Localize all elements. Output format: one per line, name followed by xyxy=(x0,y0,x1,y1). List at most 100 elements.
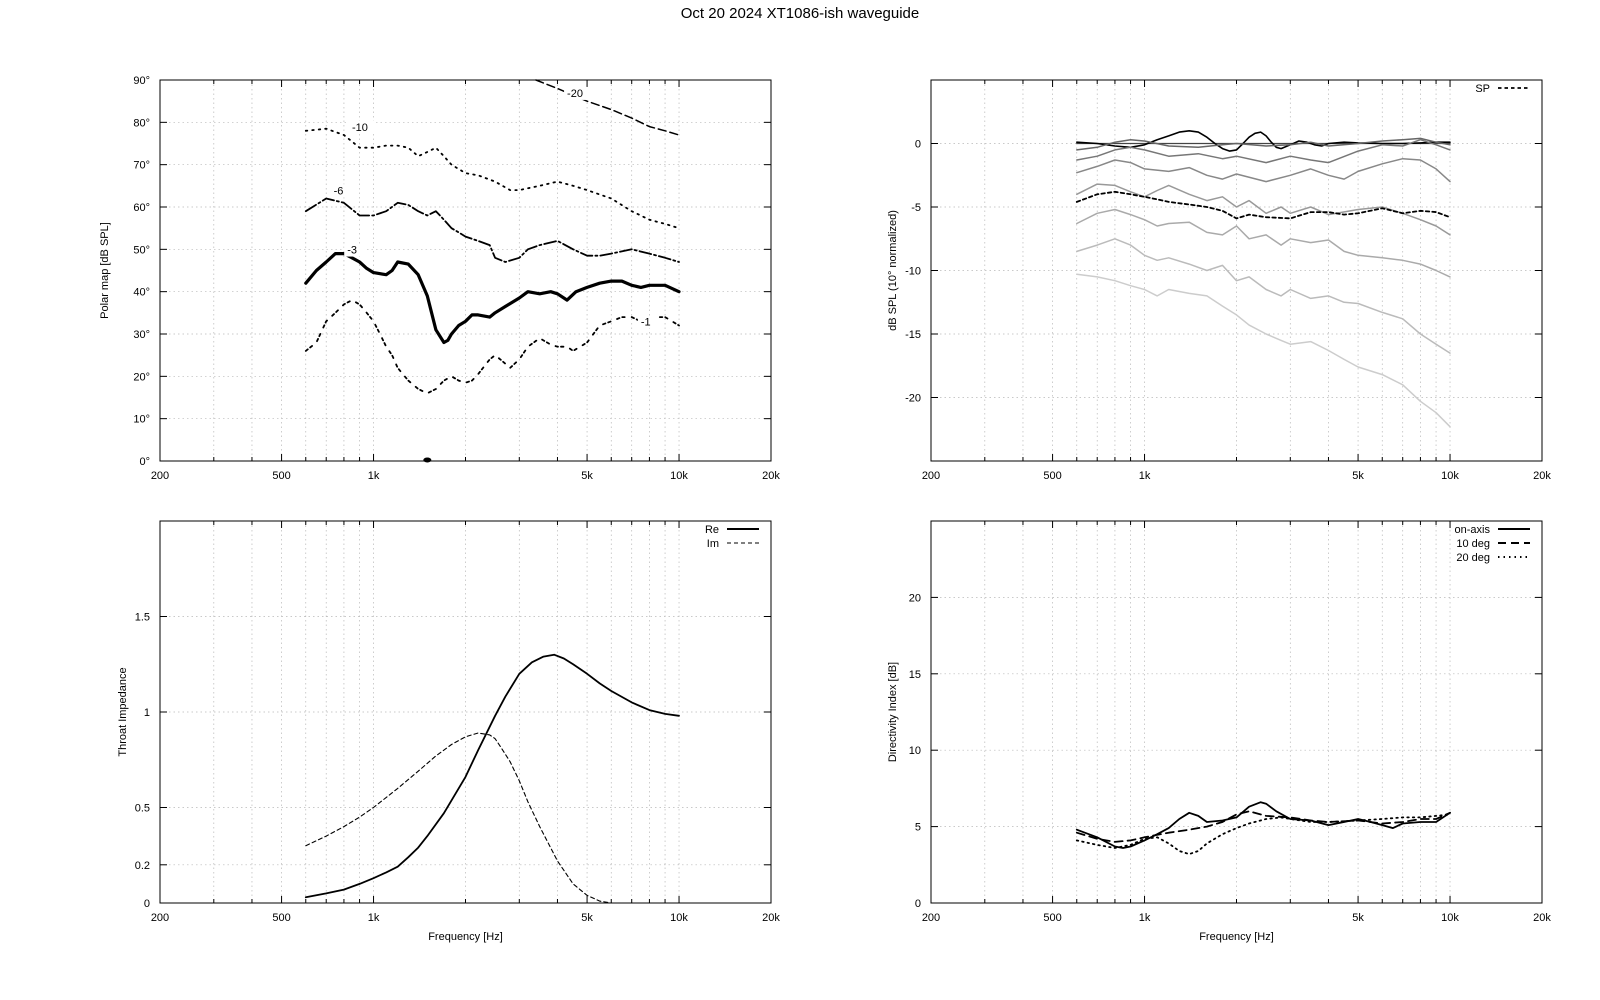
y-tick-label: -10 xyxy=(905,266,921,278)
series-line-re xyxy=(304,653,680,899)
y-tick-label: 10 xyxy=(909,745,921,757)
series-line-9 xyxy=(1076,273,1451,428)
y-tick-label: -5 xyxy=(911,202,921,214)
legend-label: on-axis xyxy=(1455,524,1491,536)
y-tick-label: 1.5 xyxy=(135,612,150,624)
x-tick-label: 20k xyxy=(762,470,780,482)
x-tick-label: 500 xyxy=(272,912,290,924)
y-axis-label: Polar map [dB SPL] xyxy=(99,222,111,319)
y-tick-label: 70° xyxy=(133,160,150,172)
series-line-10-deg xyxy=(1075,810,1451,843)
series-line-7 xyxy=(1076,208,1451,278)
legend-label: Im xyxy=(707,538,719,550)
x-tick-label: 10k xyxy=(670,470,688,482)
contour-label: -6 xyxy=(334,185,344,197)
legend-label: SP xyxy=(1475,83,1490,95)
series-line-on-axis xyxy=(1075,801,1451,849)
x-tick-label: 1k xyxy=(368,470,380,482)
x-tick-label: 10k xyxy=(1441,470,1459,482)
y-axis-label: Throat Impedance xyxy=(117,667,129,756)
y-tick-label: 0.2 xyxy=(135,860,150,872)
x-tick-label: 500 xyxy=(272,470,290,482)
contour-label-bg xyxy=(564,86,592,100)
x-tick-label: 200 xyxy=(151,470,169,482)
x-tick-label: 500 xyxy=(1043,912,1061,924)
directivity-index-chart: 200 500 1k 5k 10k 20k 0 5 10 15 20 Directivity Inde… xyxy=(887,520,1551,943)
series-line-4 xyxy=(1076,157,1451,183)
x-tick-label: 20k xyxy=(1533,470,1551,482)
legend-label: 10 deg xyxy=(1456,538,1490,550)
legend: on-axis 10 deg 20 deg xyxy=(1455,524,1530,564)
contour-label-bg xyxy=(348,120,376,134)
x-tick-label: 500 xyxy=(1043,470,1061,482)
page-title: Oct 20 2024 XT1086-ish waveguide xyxy=(680,5,920,22)
series-line-1 xyxy=(304,127,680,230)
contour-label-bg xyxy=(330,184,351,198)
series-line-20-deg xyxy=(1075,813,1451,855)
y-tick-label: 60° xyxy=(133,202,150,214)
x-tick-label: 5k xyxy=(1352,470,1364,482)
series-line-8 xyxy=(1076,238,1451,354)
y-tick-label: 0 xyxy=(915,139,921,151)
legend-label: 20 deg xyxy=(1456,552,1490,564)
y-tick-label: 80° xyxy=(133,117,150,129)
x-tick-label: 200 xyxy=(922,912,940,924)
x-tick-label: 5k xyxy=(581,912,593,924)
series-line-2 xyxy=(1076,137,1451,151)
x-tick-label: 20k xyxy=(1533,912,1551,924)
grid xyxy=(931,521,1542,903)
series-group xyxy=(1075,801,1451,855)
series-line-im xyxy=(305,732,633,904)
series-line-3 xyxy=(304,252,681,345)
legend: SP xyxy=(1475,83,1530,95)
contour-label-bg xyxy=(637,315,658,329)
grid xyxy=(931,80,1542,461)
grid xyxy=(160,80,771,461)
series-line-5 xyxy=(1076,183,1451,236)
ticks xyxy=(930,80,1543,461)
series-line-2 xyxy=(304,197,680,263)
y-tick-label: 15 xyxy=(909,669,921,681)
ticks xyxy=(159,79,772,462)
y-tick-label: 40° xyxy=(133,287,150,299)
contour-label: -20 xyxy=(567,88,583,100)
series-line-4 xyxy=(304,299,680,395)
y-tick-label: 90° xyxy=(133,75,150,87)
y-tick-label: 20 xyxy=(909,592,921,604)
legend: Re Im xyxy=(705,524,759,550)
y-tick-label: 0 xyxy=(915,898,921,910)
ticks xyxy=(159,521,772,904)
x-tick-label: 10k xyxy=(1441,912,1459,924)
y-tick-label: 30° xyxy=(133,329,150,341)
series-group: -20 -10 -6 -3 -1 xyxy=(304,79,681,395)
y-tick-label: 10° xyxy=(133,414,150,426)
x-tick-label: 10k xyxy=(670,912,688,924)
series-group xyxy=(1075,130,1451,428)
y-tick-label: 0.5 xyxy=(135,803,150,815)
y-tick-label: 20° xyxy=(133,371,150,383)
contour-label: -1 xyxy=(641,317,651,329)
series-line-sp xyxy=(1075,190,1451,220)
contour-label-bg xyxy=(344,243,365,257)
x-tick-label: 200 xyxy=(151,912,169,924)
x-tick-label: 5k xyxy=(581,470,593,482)
y-axis-label: dB SPL (10° normalized) xyxy=(887,210,899,331)
throat-impedance-chart: 200 500 1k 5k 10k 20k 0 0.2 0.5 1 1.5 Throat Impeda… xyxy=(117,520,780,943)
x-tick-label: 5k xyxy=(1352,912,1364,924)
contour-dot xyxy=(423,457,432,463)
series-line-1 xyxy=(1076,130,1451,152)
x-axis-label: Frequency [Hz] xyxy=(428,931,503,943)
contour-label: -3 xyxy=(347,245,357,257)
spl-normalized-chart: 200 500 1k 5k 10k 20k -20 -15 -10 -5 0 dB SPL (10° … xyxy=(887,79,1551,482)
series-line-3 xyxy=(1076,138,1451,164)
x-tick-label: 200 xyxy=(922,470,940,482)
y-tick-label: -15 xyxy=(905,329,921,341)
y-axis-label: Directivity Index [dB] xyxy=(887,662,899,762)
grid xyxy=(160,521,771,903)
y-tick-label: 1 xyxy=(144,707,150,719)
series-line-0 xyxy=(535,79,680,136)
x-tick-label: 20k xyxy=(762,912,780,924)
y-tick-label: 50° xyxy=(133,244,150,256)
x-tick-label: 1k xyxy=(368,912,380,924)
ticks xyxy=(930,521,1543,904)
